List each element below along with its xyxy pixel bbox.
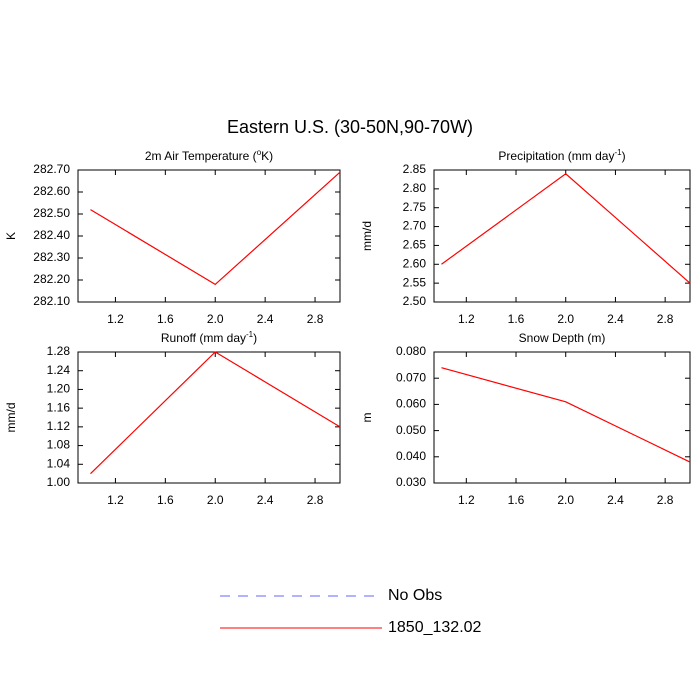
y-tick-label: 1.28 <box>47 344 71 358</box>
y-tick-label: 282.30 <box>33 250 70 264</box>
x-tick-label: 2.0 <box>207 312 224 326</box>
title-part: -1 <box>246 330 254 339</box>
subplot-title: Runoff (mm day-1) <box>161 330 257 346</box>
legend-label: 1850_132.02 <box>388 619 482 636</box>
y-tick-label: 2.75 <box>403 200 427 214</box>
x-tick-label: 2.8 <box>307 312 324 326</box>
y-tick-label: 1.04 <box>47 456 71 470</box>
legend-label: No Obs <box>388 587 442 604</box>
axis-box <box>433 351 691 484</box>
x-tick-label: 1.2 <box>458 493 475 507</box>
y-tick-label: 282.50 <box>33 206 70 220</box>
x-tick-label: 2.4 <box>607 493 624 507</box>
x-tick-label: 1.6 <box>508 493 525 507</box>
x-tick-label: 2.4 <box>257 493 274 507</box>
y-tick-label: 0.050 <box>396 423 426 437</box>
x-tick-label: 2.8 <box>307 493 324 507</box>
axis-box <box>77 351 341 484</box>
x-tick-label: 2.8 <box>657 493 674 507</box>
y-tick-label: 282.20 <box>33 272 70 286</box>
subplot-title: Precipitation (mm day-1) <box>498 148 625 164</box>
y-tick-label: 0.040 <box>396 449 426 463</box>
y-axis-label: m <box>360 413 374 423</box>
y-tick-label: 2.65 <box>403 238 427 252</box>
figure-title: Eastern U.S. (30-50N,90-70W) <box>227 117 473 137</box>
title-part: K) <box>261 149 273 163</box>
y-tick-label: 282.40 <box>33 228 70 242</box>
subplot-title: Snow Depth (m) <box>519 331 606 345</box>
x-tick-label: 2.4 <box>257 312 274 326</box>
y-tick-label: 0.060 <box>396 397 426 411</box>
title-part: -1 <box>614 148 622 157</box>
title-part: Snow Depth (m) <box>519 331 606 345</box>
axis-box <box>433 169 691 303</box>
y-tick-label: 2.60 <box>403 256 427 270</box>
x-tick-label: 1.6 <box>157 312 174 326</box>
x-tick-label: 2.8 <box>657 312 674 326</box>
y-tick-label: 1.24 <box>47 363 71 377</box>
data-line <box>90 171 341 286</box>
y-tick-label: 2.50 <box>403 294 427 308</box>
x-tick-label: 1.6 <box>508 312 525 326</box>
y-tick-label: 0.080 <box>396 344 426 358</box>
y-tick-label: 1.16 <box>47 400 71 414</box>
title-part: o <box>257 148 262 157</box>
title-part: 2m Air Temperature ( <box>145 149 257 163</box>
x-tick-label: 1.2 <box>458 312 475 326</box>
x-tick-label: 2.0 <box>207 493 224 507</box>
x-tick-label: 2.0 <box>557 312 574 326</box>
y-axis-label: mm/d <box>4 403 18 433</box>
subplot-title: 2m Air Temperature (oK) <box>145 148 273 164</box>
x-tick-label: 2.4 <box>607 312 624 326</box>
y-tick-label: 282.60 <box>33 184 70 198</box>
data-line <box>90 351 341 475</box>
title-part: Runoff (mm day <box>161 331 246 345</box>
y-tick-label: 2.80 <box>403 181 427 195</box>
y-tick-label: 1.20 <box>47 382 71 396</box>
axis-box <box>77 169 341 303</box>
y-tick-label: 1.08 <box>47 438 71 452</box>
y-axis-label: mm/d <box>360 221 374 251</box>
y-tick-label: 2.85 <box>403 162 427 176</box>
title-part: ) <box>622 149 626 163</box>
title-part: ) <box>253 331 257 345</box>
y-tick-label: 1.12 <box>47 419 71 433</box>
y-tick-label: 2.55 <box>403 275 427 289</box>
x-tick-label: 1.6 <box>157 493 174 507</box>
y-tick-label: 282.10 <box>33 294 70 308</box>
x-tick-label: 1.2 <box>107 312 124 326</box>
y-tick-label: 2.70 <box>403 219 427 233</box>
y-tick-label: 0.030 <box>396 475 426 489</box>
y-tick-label: 0.070 <box>396 370 426 384</box>
y-tick-label: 1.00 <box>47 475 71 489</box>
x-tick-label: 2.0 <box>557 493 574 507</box>
title-part: Precipitation (mm day <box>498 149 614 163</box>
data-line <box>441 173 691 284</box>
x-tick-label: 1.2 <box>107 493 124 507</box>
data-line <box>441 367 691 463</box>
y-tick-label: 282.70 <box>33 162 70 176</box>
y-axis-label: K <box>4 232 18 240</box>
